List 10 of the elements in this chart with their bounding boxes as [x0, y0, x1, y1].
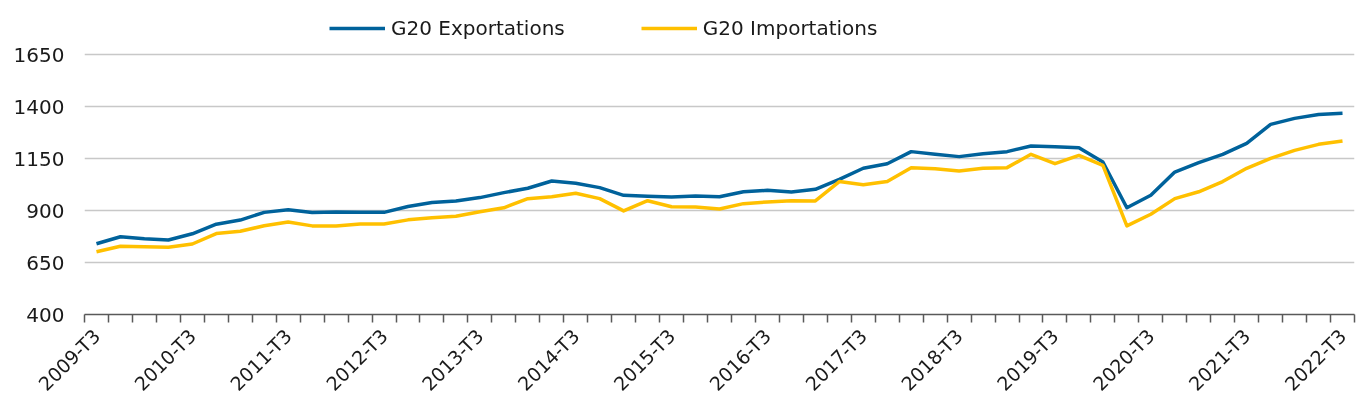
line-series	[94, 139, 1345, 254]
legend-label: G20 Exportations	[391, 16, 565, 40]
y-tick-label: 1650	[13, 42, 65, 67]
legend-label: G20 Importations	[702, 16, 878, 40]
y-tick-label: 400	[26, 302, 65, 327]
y-tick-label: 1150	[13, 146, 65, 171]
line-series	[94, 111, 1345, 246]
y-tick-label: 900	[26, 198, 65, 223]
y-tick-label: 650	[26, 250, 65, 275]
y-tick-label: 1400	[13, 94, 65, 119]
